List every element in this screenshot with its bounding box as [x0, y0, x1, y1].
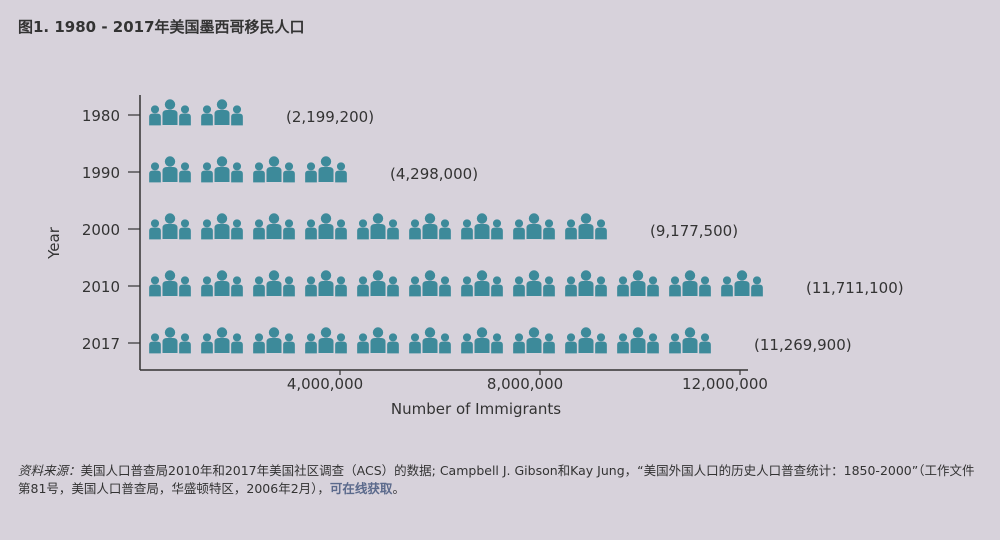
source-link[interactable]: 可在线获取 — [329, 481, 393, 496]
bar-1990 — [149, 156, 347, 182]
people-icon — [669, 327, 711, 353]
people-icon — [357, 327, 399, 353]
people-icon — [253, 327, 295, 353]
people-icon — [149, 99, 191, 125]
people-icon — [201, 99, 243, 125]
x-tick-label: 12,000,000 — [682, 375, 768, 393]
source-text: 美国人口普查局2010年和2017年美国社区调查（ACS）的数据; Campbe… — [18, 463, 975, 496]
people-icon — [565, 327, 607, 353]
people-icon — [201, 327, 243, 353]
people-icon — [461, 213, 503, 239]
source-note: 资料来源：美国人口普查局2010年和2017年美国社区调查（ACS）的数据; C… — [18, 462, 978, 498]
source-label: 资料来源： — [18, 463, 81, 478]
bar-1980 — [149, 99, 243, 125]
people-icon — [409, 327, 451, 353]
value-label: (2,199,200) — [286, 108, 374, 126]
people-icon — [669, 270, 711, 296]
people-icon — [305, 270, 347, 296]
people-icon — [201, 270, 243, 296]
y-tick-label: 2000 — [82, 221, 120, 239]
people-icon — [617, 270, 659, 296]
y-tick-label: 1980 — [82, 107, 120, 125]
people-icon — [721, 270, 763, 296]
bar-2000 — [149, 213, 607, 239]
people-icon — [565, 270, 607, 296]
people-icon — [149, 156, 191, 182]
people-icon — [357, 270, 399, 296]
people-icon — [513, 270, 555, 296]
value-label: (4,298,000) — [390, 165, 478, 183]
people-icon — [513, 327, 555, 353]
y-tick-label: 2017 — [82, 335, 120, 353]
people-icon — [149, 270, 191, 296]
people-icon — [305, 213, 347, 239]
pictogram-bar-chart: 4,000,000 8,000,000 12,000,000 Number of Im… — [45, 95, 904, 418]
people-icon — [149, 213, 191, 239]
people-icon — [617, 327, 659, 353]
value-label: (9,177,500) — [650, 222, 738, 240]
y-axis-label: Year — [45, 226, 63, 260]
y-tick-label: 2010 — [82, 278, 120, 296]
people-icon — [461, 327, 503, 353]
value-label: (11,269,900) — [754, 336, 852, 354]
people-icon — [409, 270, 451, 296]
people-icon — [149, 327, 191, 353]
chart-title: 图1. 1980 - 2017年美国墨西哥移民人口 — [18, 18, 305, 36]
x-axis-label: Number of Immigrants — [391, 400, 561, 418]
x-tick-label: 8,000,000 — [487, 375, 563, 393]
bar-2010 — [149, 270, 763, 296]
source-end: 。 — [392, 481, 405, 496]
people-icon — [253, 270, 295, 296]
people-icon — [305, 156, 347, 182]
people-icon — [513, 213, 555, 239]
people-icon — [565, 213, 607, 239]
people-icon — [201, 213, 243, 239]
people-icon — [461, 270, 503, 296]
y-tick-label: 1990 — [82, 164, 120, 182]
people-icon — [357, 213, 399, 239]
x-tick-label: 4,000,000 — [287, 375, 363, 393]
bar-2017 — [149, 327, 711, 353]
people-icon — [253, 156, 295, 182]
people-icon — [201, 156, 243, 182]
people-icon — [305, 327, 347, 353]
value-label: (11,711,100) — [806, 279, 904, 297]
people-icon — [409, 213, 451, 239]
people-icon — [253, 213, 295, 239]
